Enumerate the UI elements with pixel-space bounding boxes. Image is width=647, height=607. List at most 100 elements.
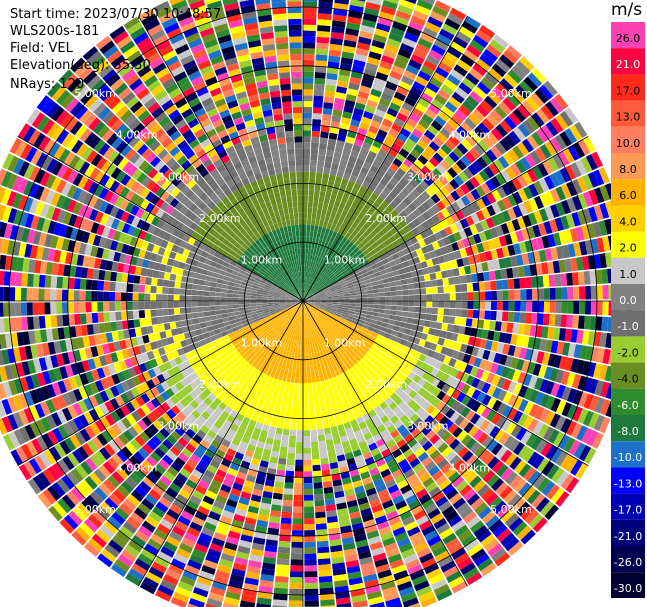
velocity-gate: [391, 296, 398, 301]
velocity-gate: [310, 273, 314, 279]
velocity-gate: [600, 399, 611, 416]
velocity-gate: [538, 249, 547, 263]
velocity-gate: [392, 270, 400, 277]
velocity-gate: [554, 217, 564, 232]
velocity-gate: [434, 179, 445, 190]
velocity-gate: [308, 302, 315, 305]
velocity-gate: [490, 341, 499, 352]
velocity-gate: [465, 215, 475, 226]
velocity-gate: [404, 96, 417, 107]
velocity-gate: [369, 322, 376, 329]
velocity-gate: [325, 293, 332, 296]
velocity-gate: [383, 313, 391, 319]
velocity-gate: [326, 294, 333, 298]
velocity-gate: [525, 277, 532, 289]
velocity-gate: [303, 259, 305, 266]
velocity-gate: [374, 338, 382, 345]
velocity-gate: [531, 276, 538, 288]
velocity-gate: [355, 301, 362, 304]
velocity-gate: [520, 301, 527, 312]
velocity-gate: [437, 337, 445, 346]
velocity-gate: [499, 354, 508, 366]
velocity-gate: [373, 293, 380, 297]
velocity-gate: [375, 196, 384, 205]
velocity-gate: [571, 179, 583, 195]
velocity-gate: [417, 214, 426, 224]
velocity-gate: [553, 354, 562, 369]
velocity-gate: [401, 101, 414, 113]
velocity-gate: [421, 150, 433, 161]
velocity-gate: [389, 70, 403, 81]
velocity-gate: [326, 302, 333, 304]
velocity-gate: [491, 189, 502, 202]
velocity-gate: [479, 338, 488, 349]
velocity-gate: [375, 154, 385, 164]
velocity-gate: [340, 57, 354, 65]
velocity-gate: [589, 316, 597, 331]
velocity-gate: [292, 524, 303, 531]
velocity-gate: [293, 394, 299, 401]
velocity-gate: [316, 277, 322, 283]
velocity-gate: [475, 185, 486, 198]
velocity-gate: [501, 246, 510, 258]
velocity-gate: [385, 133, 397, 143]
velocity-gate: [323, 427, 332, 435]
velocity-gate: [286, 399, 293, 407]
velocity-gate: [591, 432, 604, 449]
velocity-gate: [412, 218, 421, 227]
velocity-gate: [385, 267, 393, 274]
velocity-gate: [341, 153, 350, 161]
velocity-gate: [325, 155, 333, 163]
velocity-gate: [344, 141, 354, 150]
velocity-gate: [304, 259, 308, 266]
velocity-gate: [539, 379, 550, 393]
velocity-gate: [453, 64, 468, 77]
velocity-gate: [294, 382, 299, 390]
velocity-gate: [144, 309, 151, 318]
velocity-gate: [451, 163, 463, 175]
velocity-gate: [379, 123, 391, 133]
velocity-gate: [518, 399, 529, 412]
velocity-gate: [421, 220, 430, 230]
velocity-gate: [325, 305, 332, 309]
velocity-gate: [535, 325, 543, 338]
velocity-gate: [395, 10, 412, 21]
velocity-gate: [438, 61, 453, 74]
velocity-gate: [362, 161, 372, 170]
velocity-gate: [395, 280, 402, 286]
velocity-gate: [471, 201, 481, 213]
velocity-gate: [308, 260, 312, 267]
velocity-gate: [413, 174, 423, 184]
velocity-gate: [484, 72, 499, 86]
velocity-gate: [303, 148, 311, 155]
velocity-gate: [369, 222, 378, 230]
velocity-gate: [566, 272, 574, 286]
velocity-gate: [304, 500, 314, 507]
velocity-gate: [326, 241, 333, 249]
velocity-gate: [466, 44, 482, 58]
velocity-gate: [580, 156, 593, 173]
velocity-gate: [405, 253, 413, 261]
velocity-gate: [384, 287, 391, 292]
velocity-gate: [535, 263, 543, 276]
velocity-gate: [521, 171, 533, 186]
velocity-gate: [347, 88, 359, 97]
velocity-gate: [310, 423, 317, 431]
velocity-gate: [389, 177, 399, 187]
velocity-gate: [280, 517, 292, 525]
velocity-gate: [322, 421, 330, 429]
velocity-gate: [506, 322, 514, 334]
velocity-gate: [484, 360, 494, 372]
velocity-gate: [334, 97, 345, 106]
velocity-gate: [502, 378, 512, 391]
velocity-gate: [583, 393, 594, 410]
velocity-gate: [461, 77, 476, 90]
velocity-gate: [373, 217, 382, 226]
velocity-gate: [396, 86, 409, 97]
velocity-gate: [278, 452, 288, 459]
velocity-gate: [104, 322, 112, 333]
velocity-gate: [435, 66, 450, 79]
velocity-gate: [398, 80, 412, 91]
velocity-gate: [473, 357, 482, 368]
velocity-gate: [418, 339, 427, 347]
